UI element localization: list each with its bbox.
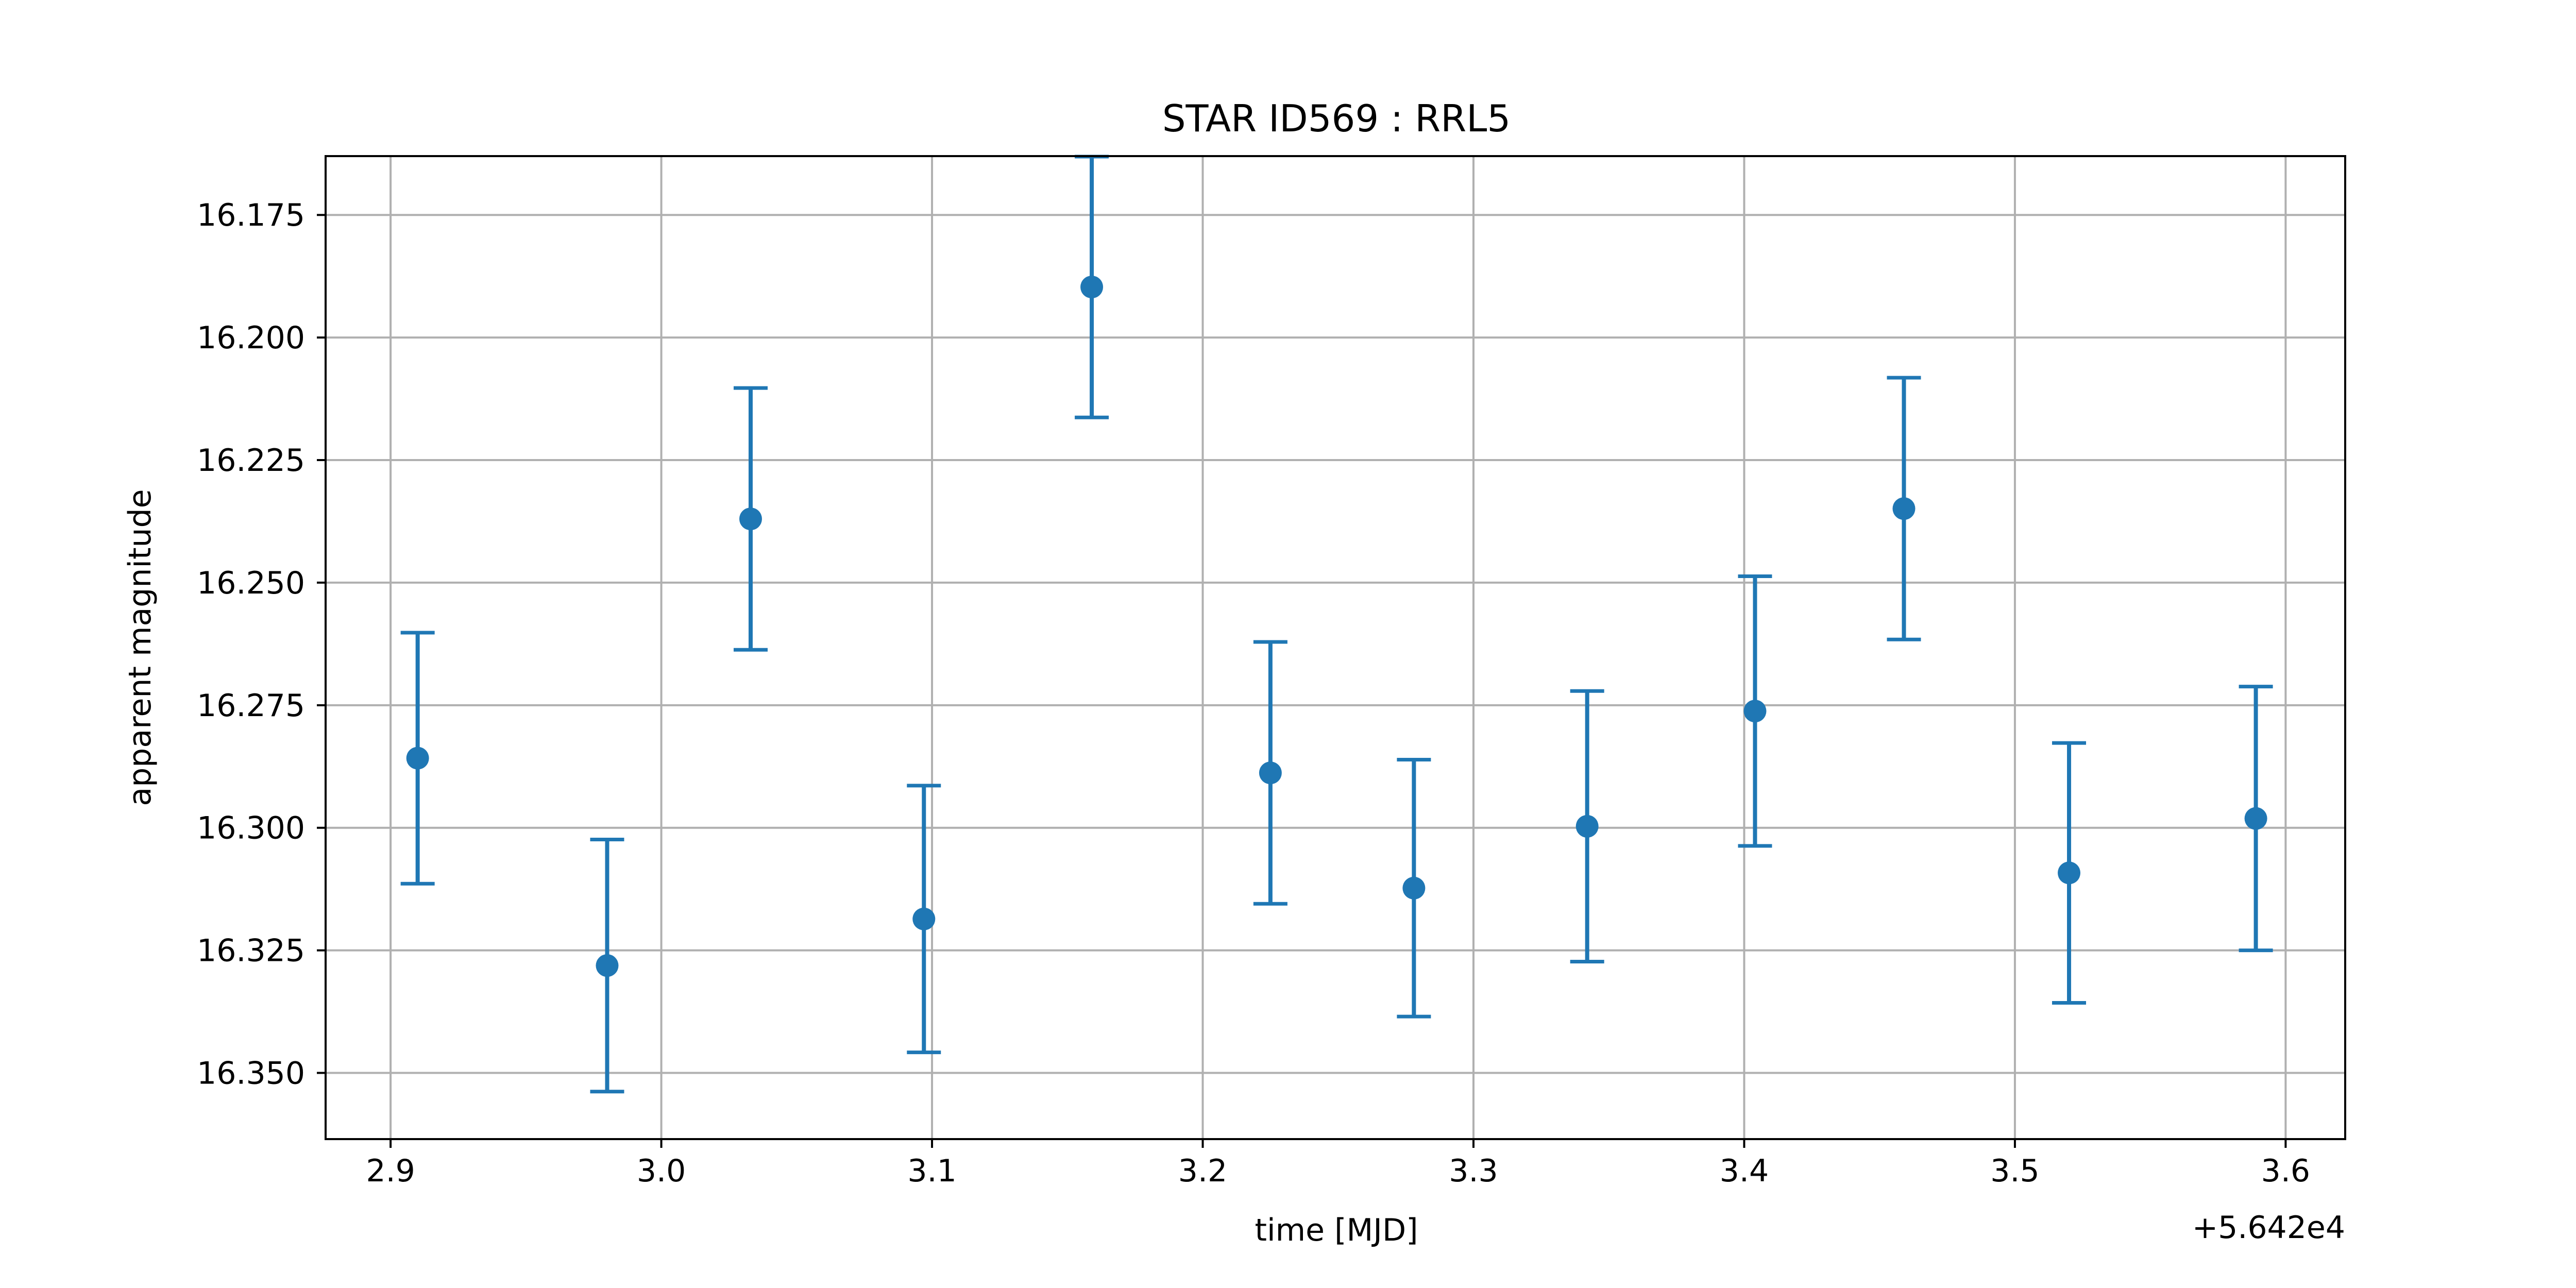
data-marker <box>1892 497 1916 520</box>
x-tick-label: 3.4 <box>1720 1153 1769 1189</box>
y-tick-label: 16.300 <box>197 810 305 846</box>
data-point <box>1570 689 1604 964</box>
x-tick-label: 2.9 <box>366 1153 415 1189</box>
chart-title: STAR ID569 : RRL5 <box>1162 97 1511 140</box>
data-point <box>2239 685 2273 953</box>
x-tick-label: 3.2 <box>1178 1153 1227 1189</box>
data-marker <box>1080 276 1104 299</box>
y-axis-label: apparent magnitude <box>122 489 158 806</box>
data-marker <box>406 747 429 770</box>
data-point <box>1887 376 1921 641</box>
data-marker <box>1402 876 1426 900</box>
y-tick-label: 16.325 <box>197 933 305 969</box>
data-point <box>1253 640 1287 906</box>
data-marker <box>2058 861 2081 885</box>
data-point <box>2052 741 2087 1005</box>
data-marker <box>1259 761 1282 785</box>
data-marker <box>739 507 762 531</box>
data-point <box>1738 574 1772 848</box>
plot-frame <box>325 155 2346 1140</box>
data-point <box>733 386 768 652</box>
data-point <box>1397 757 1431 1019</box>
data-marker <box>1743 700 1767 723</box>
x-tick-label: 3.1 <box>907 1153 956 1189</box>
data-point <box>400 631 435 886</box>
plot-area <box>400 155 2273 1094</box>
x-offset-label: +5.642e4 <box>2192 1210 2345 1246</box>
y-tick-label: 16.200 <box>197 320 305 356</box>
axis-ticks: 2.9 3.0 3.1 3.2 3.3 3.4 3.5 3.6 16.175 16.200 16.2… <box>197 197 2310 1189</box>
data-point <box>907 784 941 1055</box>
data-marker <box>912 907 936 930</box>
x-tick-label: 3.5 <box>1990 1153 2039 1189</box>
y-tick-label: 16.350 <box>197 1056 305 1092</box>
x-tick-label: 3.3 <box>1449 1153 1498 1189</box>
data-marker <box>1575 815 1599 838</box>
data-marker <box>2244 807 2267 830</box>
y-tick-label: 16.175 <box>197 197 305 233</box>
data-marker <box>596 954 619 977</box>
x-tick-label: 3.0 <box>637 1153 686 1189</box>
grid <box>326 156 2345 1139</box>
y-tick-label: 16.275 <box>197 688 305 724</box>
y-tick-label: 16.225 <box>197 443 305 479</box>
y-tick-label: 16.250 <box>197 565 305 601</box>
data-point <box>590 838 624 1094</box>
x-tick-label: 3.6 <box>2261 1153 2310 1189</box>
x-axis-label: time [MJD] <box>1255 1212 1418 1248</box>
